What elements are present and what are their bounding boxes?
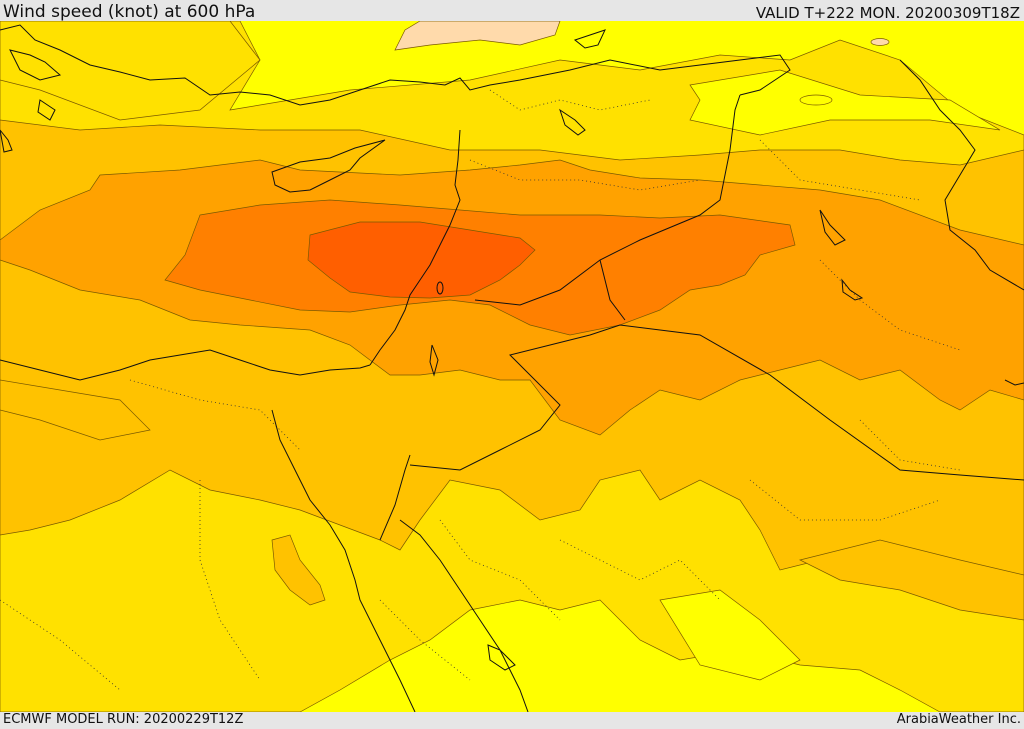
band-3-east-lobe xyxy=(798,539,1024,621)
pocket-yellow-2 xyxy=(659,589,801,681)
model-run-label: ECMWF MODEL RUN: 20200229T12Z xyxy=(3,712,244,727)
coastlines xyxy=(0,24,1024,712)
band-3-blob xyxy=(271,534,326,606)
credit-label: ArabiaWeather Inc. xyxy=(896,712,1021,727)
header-bar: Wind speed (knot) at 600 hPa VALID T+222… xyxy=(0,0,1024,22)
band-2-north xyxy=(0,21,261,121)
pocket-yellow-1 xyxy=(689,69,1001,136)
wind-speed-map[interactable] xyxy=(0,21,1024,712)
peach-blob xyxy=(870,38,890,46)
peach-patch xyxy=(394,21,561,51)
dotted-borders xyxy=(0,89,961,691)
pocket-yellow-3 xyxy=(799,94,833,106)
footer-bar: ECMWF MODEL RUN: 20200229T12Z ArabiaWeat… xyxy=(0,712,1024,729)
map-title: Wind speed (knot) at 600 hPa xyxy=(3,2,256,22)
map-canvas xyxy=(0,21,1024,712)
band-3-west-strip xyxy=(0,379,151,441)
valid-time: VALID T+222 MON. 20200309T18Z xyxy=(755,4,1020,22)
band-6-core xyxy=(307,221,536,299)
